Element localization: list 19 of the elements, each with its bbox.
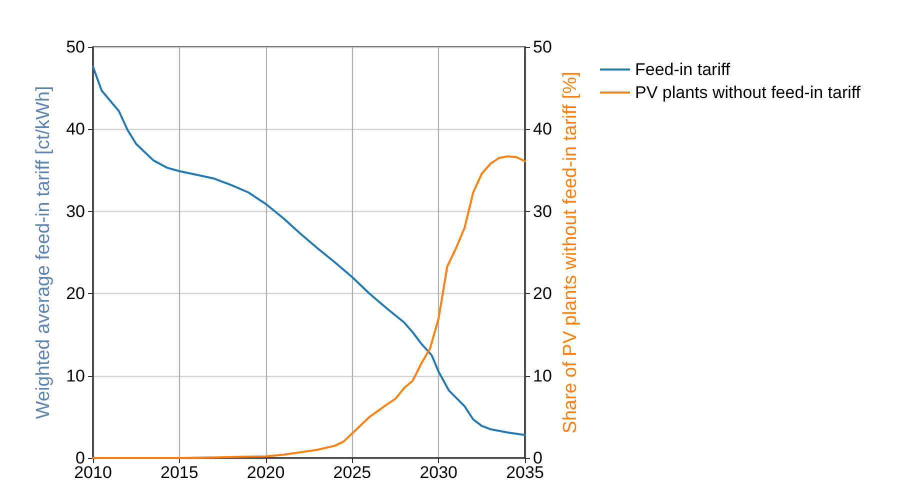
x-tick-label: 2025 — [333, 463, 372, 482]
y2-tick-label: 40 — [533, 120, 552, 139]
x-tick-label: 2015 — [160, 463, 198, 482]
x-tick-label: 2030 — [420, 463, 458, 482]
y-tick-label: 10 — [66, 366, 85, 386]
y-tick-label: 50 — [66, 38, 85, 56]
y2-tick-label: 10 — [533, 366, 552, 386]
line-series — [92, 66, 526, 436]
legend-label: Feed-in tariff — [635, 60, 730, 79]
y-axis-title: Weighted average feed-in tariff [ct/kWh] — [33, 86, 54, 420]
legend-label: PV plants without feed-in tariff — [635, 83, 861, 102]
y2-axis-title: Share of PV plants without feed-in tariff [%] — [560, 72, 581, 434]
y2-tick-label: 50 — [533, 38, 552, 56]
y-tick-label: 40 — [66, 120, 85, 139]
y2-tick-label: 30 — [533, 202, 552, 221]
x-tick-label: 2020 — [246, 463, 285, 482]
y-tick-label: 20 — [66, 284, 85, 304]
y-tick-label: 30 — [66, 202, 85, 221]
y2-tick-label: 20 — [533, 284, 552, 304]
